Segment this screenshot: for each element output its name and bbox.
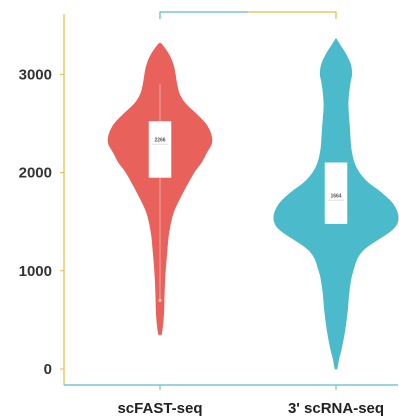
bracket-left [159, 11, 248, 19]
y-tick-label-3000: 3000 [19, 66, 52, 83]
axes-layer [60, 14, 398, 390]
median-label-scfast: 2266 [154, 138, 165, 144]
category-label-scfast: scFAST-seq [117, 400, 202, 417]
labels-layer: 0 1000 2000 3000 scFAST-seq 3' scRNA-seq [19, 66, 384, 417]
y-tick-label-0: 0 [44, 361, 52, 378]
violin-scfast [107, 42, 213, 336]
category-label-scrna: 3' scRNA-seq [288, 400, 384, 417]
median-label-scrna: 1664 [330, 194, 341, 200]
y-tick-label-1000: 1000 [19, 263, 52, 280]
y-tick-label-2000: 2000 [19, 165, 52, 182]
violins-layer: 2266 1664 [107, 38, 399, 370]
significance-bracket [159, 11, 337, 19]
outlier-point [158, 298, 162, 302]
box-scfast [148, 121, 172, 178]
bracket-right [248, 11, 337, 19]
box-scrna [324, 162, 348, 224]
